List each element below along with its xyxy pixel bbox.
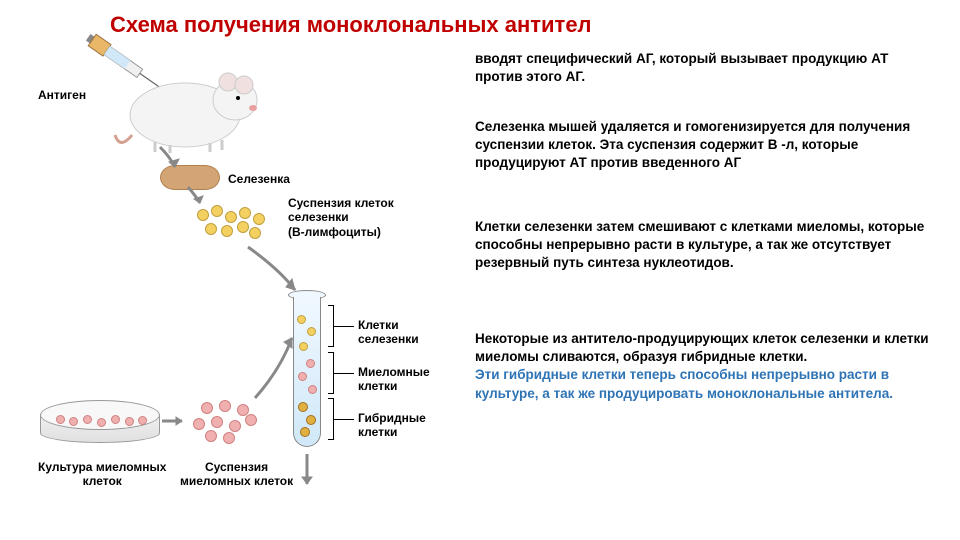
page-title: Схема получения моноклональных антител: [110, 12, 592, 38]
step-text-4: Некоторые из антитело-продуцирующих клет…: [475, 330, 935, 403]
spleen-suspension-label: Суспензия клетокселезенки(В-лимфоциты): [288, 196, 394, 239]
tube-myeloma-cells-label: Миеломныеклетки: [358, 365, 430, 394]
myeloma-suspension-cells: [193, 400, 263, 445]
spleen-suspension-cells: [195, 205, 275, 245]
leader-3: [334, 419, 354, 420]
arrow-myeloma-tube: [250, 330, 305, 405]
arrow-tube-down: [297, 452, 317, 492]
myeloma-dish-icon: [40, 400, 160, 450]
spleen-label: Селезенка: [228, 172, 290, 186]
leader-1: [334, 326, 354, 327]
tube-hybrid-cells-label: Гибридныеклетки: [358, 411, 426, 440]
antigen-label: Антиген: [38, 88, 86, 102]
step-text-1: вводят специфический АГ, который вызывае…: [475, 50, 935, 86]
step-text-2: Селезенка мышей удаляется и гомогенизиру…: [475, 118, 935, 173]
myeloma-culture-label: Культура миеломныхклеток: [38, 460, 166, 489]
leader-2: [334, 373, 354, 374]
tube-spleen-cells-label: Клеткиселезенки: [358, 318, 419, 347]
myeloma-suspension-label: Суспензиямиеломных клеток: [180, 460, 293, 489]
arrow-spleen-suspension: [185, 185, 210, 210]
step-text-3: Клетки селезенки затем смешивают с клетк…: [475, 218, 935, 273]
arrow-dish-suspension: [160, 415, 190, 427]
mouse-icon: [110, 60, 260, 155]
arrow-mouse-spleen: [155, 145, 190, 175]
